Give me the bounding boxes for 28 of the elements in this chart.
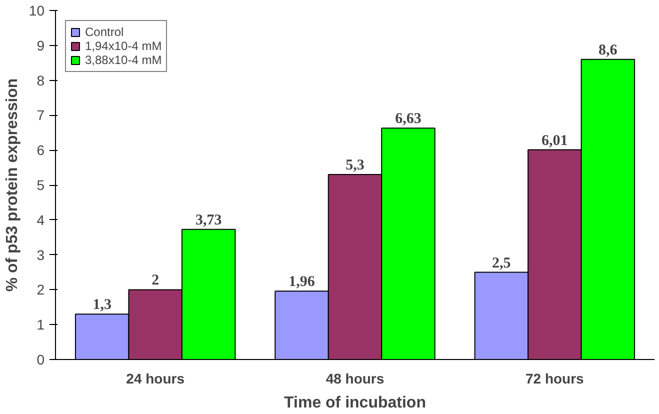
data-label: 6,63 <box>395 111 422 128</box>
y-tick-label: 0 <box>36 352 45 368</box>
data-label: 1,3 <box>92 297 112 314</box>
y-tick-label: 8 <box>36 72 45 88</box>
y-tick-label: 3 <box>36 246 45 263</box>
data-label: 1,96 <box>288 274 316 290</box>
x-tick-label: 24 hours <box>126 370 185 386</box>
y-tick-label: 7 <box>36 107 45 124</box>
y-tick-label: 4 <box>36 212 45 228</box>
x-tick-label: 48 hours <box>326 370 384 386</box>
legend-label: Control <box>85 25 124 39</box>
x-axis-title: Time of incubation <box>284 394 426 412</box>
y-tick-label: 1 <box>36 316 45 333</box>
legend-label: 1,94x10-4 mM <box>85 39 162 53</box>
legend-label: 3,88x10-4 mM <box>85 53 162 67</box>
data-label: 6,01 <box>542 132 568 149</box>
x-tick-label: 72 hours <box>525 370 584 386</box>
y-tick-label: 5 <box>36 177 45 193</box>
data-label: 2 <box>152 272 160 289</box>
y-tick-label: 6 <box>36 142 45 158</box>
data-label: 3,73 <box>195 212 222 228</box>
y-tick-label: 10 <box>28 2 45 18</box>
data-label: 8,6 <box>598 42 618 58</box>
data-label: 2,5 <box>492 255 511 272</box>
data-label: 5,3 <box>346 158 364 174</box>
y-tick-label: 9 <box>36 37 45 54</box>
y-tick-label: 2 <box>36 282 45 298</box>
y-axis-title: % of p53 protein expression <box>4 78 21 292</box>
